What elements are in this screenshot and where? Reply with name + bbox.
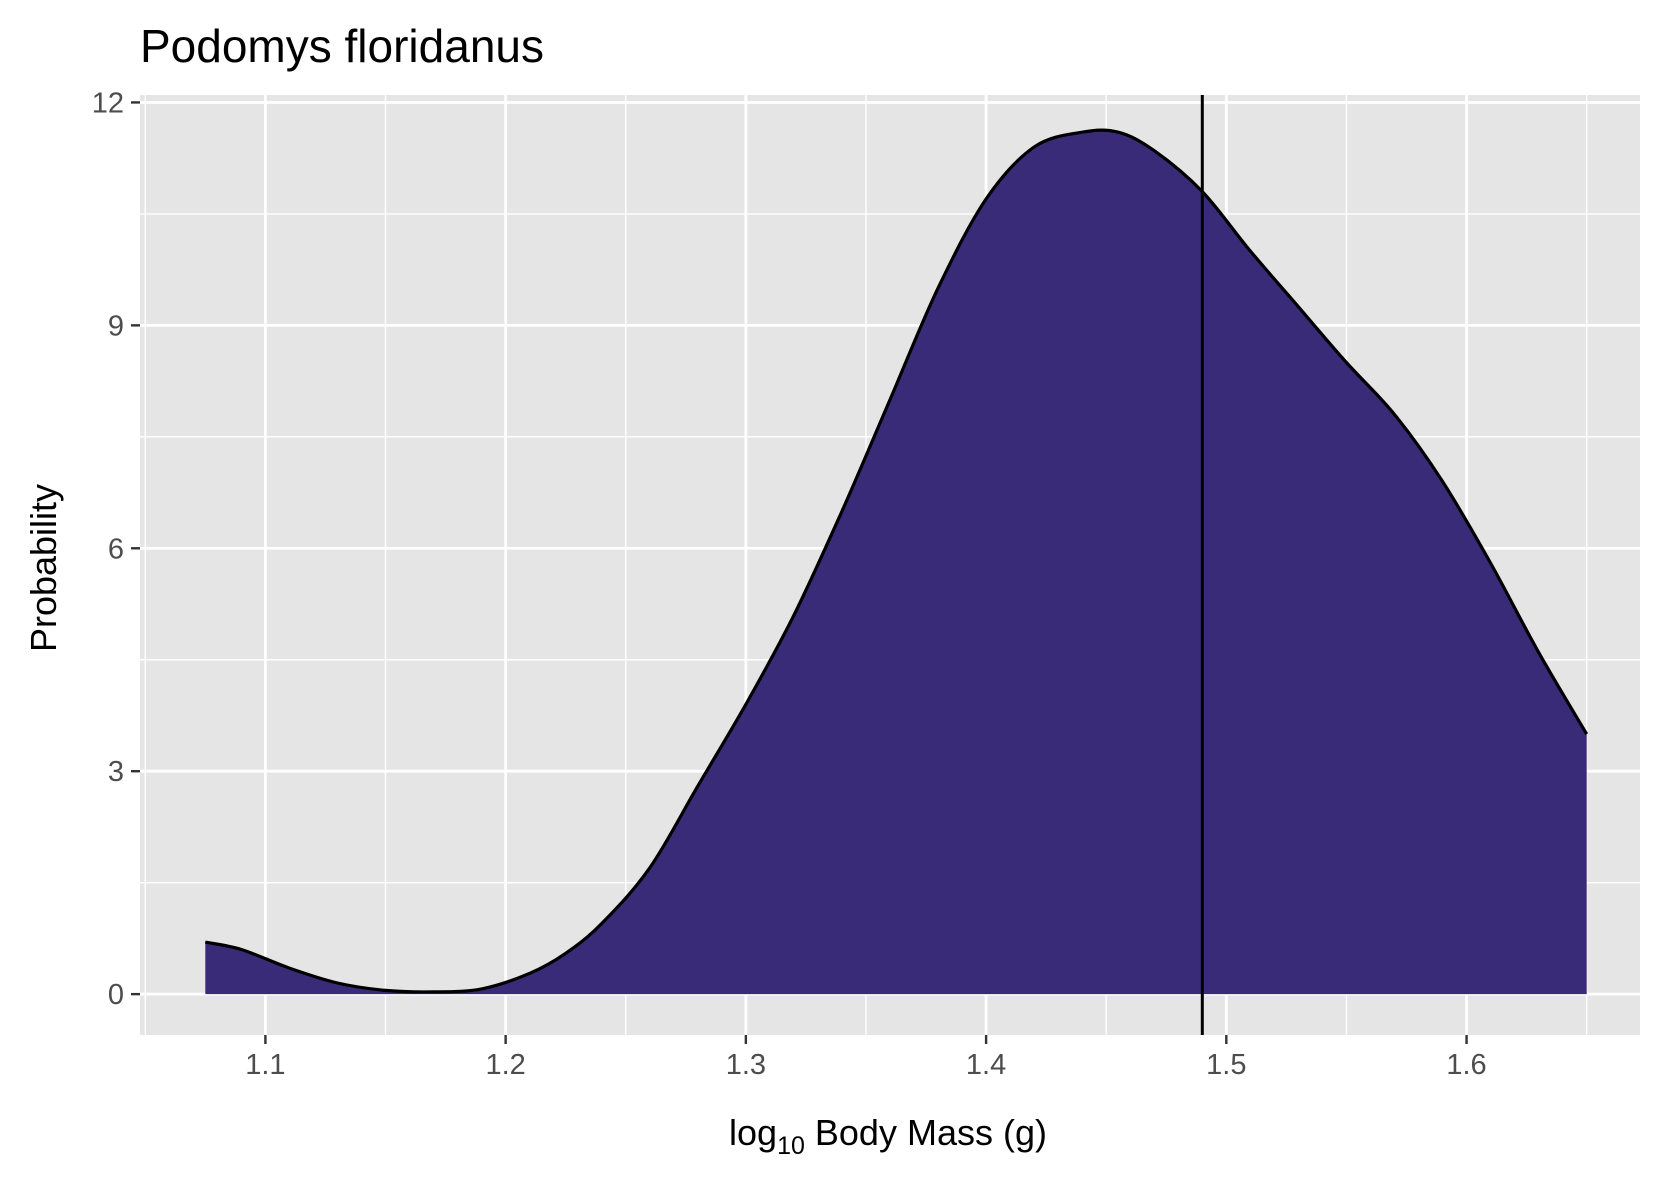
x-axis-title-suffix: Body Mass (g) xyxy=(805,1112,1047,1153)
y-tick-label: 12 xyxy=(92,87,124,119)
x-axis-title-prefix: log xyxy=(729,1112,777,1153)
y-tick-label: 9 xyxy=(108,310,124,342)
y-axis-title: Probability xyxy=(23,484,64,652)
density-area xyxy=(204,128,1589,995)
x-axis-title: log10 Body Mass (g) xyxy=(729,1112,1047,1160)
y-axis: 0 3 6 9 12 xyxy=(92,87,140,1011)
x-tick-label: 1.2 xyxy=(485,1049,525,1081)
x-tick-label: 1.1 xyxy=(245,1049,285,1081)
x-axis: 1.1 1.2 1.3 1.4 1.5 1.6 xyxy=(245,1035,1487,1081)
x-tick-label: 1.3 xyxy=(726,1049,766,1081)
density-curve-line xyxy=(204,128,1589,994)
y-tick-label: 3 xyxy=(108,756,124,788)
x-tick-label: 1.6 xyxy=(1446,1049,1486,1081)
x-tick-label: 1.4 xyxy=(966,1049,1006,1081)
x-axis-title-subscript: 10 xyxy=(777,1132,805,1160)
y-tick-label: 0 xyxy=(108,979,124,1011)
chart-title: Podomys floridanus xyxy=(140,20,544,72)
x-tick-label: 1.5 xyxy=(1206,1049,1246,1081)
y-tick-label: 6 xyxy=(108,533,124,565)
density-fill xyxy=(205,130,1587,995)
